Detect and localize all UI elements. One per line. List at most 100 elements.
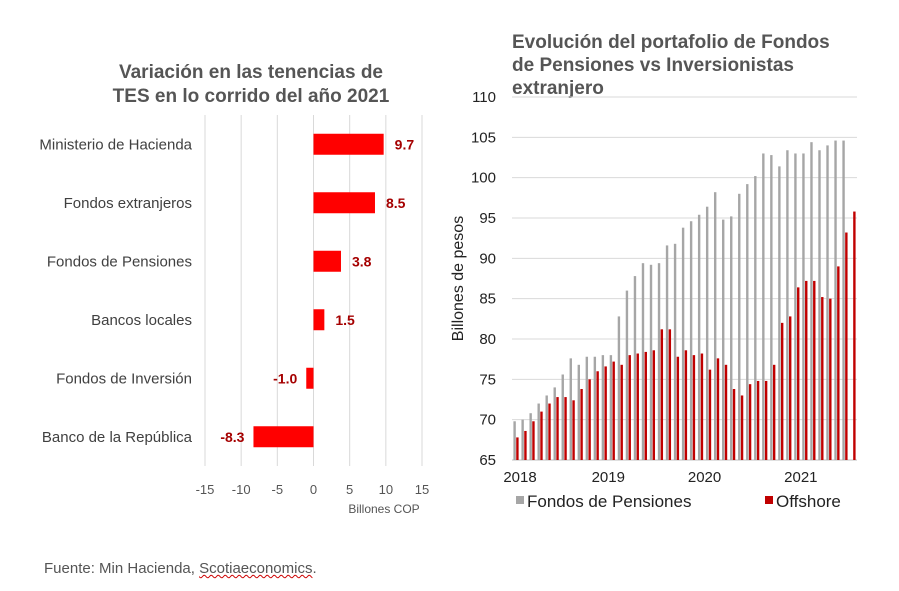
left-chart-title-line: TES en lo corrido del año 2021 — [113, 86, 390, 107]
offshore-bar — [756, 380, 760, 460]
offshore-bar — [652, 350, 656, 460]
pension-bar — [521, 419, 524, 460]
pension-bar — [537, 403, 540, 460]
left-x-axis-title: Billones COP — [348, 502, 419, 516]
left-bar — [313, 250, 341, 272]
offshore-bar — [700, 353, 704, 460]
left-value-label: -1.0 — [273, 370, 297, 386]
offshore-bar — [556, 397, 559, 460]
offshore-bar — [580, 389, 583, 460]
pension-bar — [633, 276, 637, 460]
pension-bar — [529, 413, 532, 460]
pension-bar — [617, 316, 621, 460]
right-x-tick-label: 2019 — [592, 469, 625, 486]
source-note: Fuente: Min Hacienda, Scotiaeconomics. — [44, 560, 317, 577]
offshore-bar — [676, 356, 680, 460]
pension-bar — [593, 356, 597, 460]
offshore-bar — [628, 355, 631, 460]
offshore-bar — [764, 380, 768, 460]
offshore-bar — [684, 350, 688, 460]
offshore-bar — [644, 351, 647, 460]
offshore-bar — [853, 211, 856, 460]
pension-bar — [513, 421, 516, 460]
right-y-tick-label: 85 — [479, 291, 496, 308]
pension-bar — [665, 245, 669, 460]
pension-bar — [673, 243, 677, 460]
pension-bar — [609, 355, 613, 460]
offshore-bar — [524, 430, 527, 460]
pension-bar — [561, 374, 564, 460]
offshore-bar — [813, 280, 816, 460]
pension-bar — [802, 153, 805, 460]
offshore-bar — [612, 361, 615, 460]
offshore-bar — [572, 400, 575, 460]
left-chart-title-line: Variación en las tenencias de — [119, 62, 383, 83]
offshore-bar — [821, 297, 824, 460]
pension-bar — [545, 395, 548, 460]
legend-label: Fondos de Pensiones — [527, 492, 691, 511]
left-x-tick-label: -10 — [232, 482, 251, 497]
left-bar — [313, 133, 384, 155]
left-x-tick-label: 0 — [310, 482, 317, 497]
pension-bar — [818, 150, 821, 461]
offshore-bar — [516, 437, 519, 460]
left-category-label: Fondos de Pensiones — [47, 253, 192, 270]
left-category-label: Bancos locales — [91, 312, 192, 329]
right-y-tick-label: 90 — [479, 250, 496, 267]
offshore-bar — [564, 397, 567, 460]
pension-bar — [738, 193, 741, 461]
pension-bar — [705, 206, 709, 460]
left-category-label: Fondos de Inversión — [56, 370, 192, 387]
pension-bar — [826, 145, 829, 460]
offshore-bar — [805, 280, 808, 460]
offshore-bar — [748, 384, 752, 460]
pension-bar — [770, 155, 773, 460]
pension-bar — [553, 387, 556, 460]
offshore-bar — [660, 329, 664, 460]
legend-swatch — [516, 496, 524, 504]
left-x-tick-label: -5 — [272, 482, 284, 497]
left-x-tick-label: 15 — [415, 482, 429, 497]
right-x-tick-label: 2021 — [784, 469, 817, 486]
offshore-bar — [740, 395, 744, 460]
right-y-tick-label: 100 — [471, 170, 496, 187]
offshore-bar — [540, 411, 543, 460]
right-chart-title-line: de Pensiones vs Inversionistas — [512, 55, 794, 76]
offshore-bar — [829, 298, 832, 460]
left-value-label: 1.5 — [335, 312, 355, 328]
left-x-tick-label: -15 — [196, 482, 215, 497]
right-chart-title-line: extranjero — [512, 78, 604, 99]
offshore-bar — [708, 369, 712, 460]
right-chart-title-line: Evolución del portafolio de Fondos — [512, 32, 830, 53]
left-category-label: Fondos extranjeros — [64, 195, 192, 212]
offshore-bar — [772, 364, 776, 460]
right-y-tick-label: 95 — [479, 210, 496, 227]
pension-bar — [689, 221, 693, 460]
offshore-bar — [837, 266, 840, 460]
left-bar — [253, 426, 314, 448]
offshore-bar — [548, 403, 551, 460]
left-bar — [313, 309, 325, 331]
offshore-bar — [668, 329, 672, 460]
pension-bar — [794, 153, 797, 460]
right-y-tick-label: 110 — [472, 89, 496, 106]
right-y-tick-label: 75 — [479, 371, 496, 388]
pension-bar — [778, 166, 781, 460]
left-bar — [306, 367, 314, 389]
left-value-label: -8.3 — [220, 429, 244, 445]
right-x-tick-label: 2020 — [688, 469, 721, 486]
pension-bar — [657, 263, 661, 460]
left-bar — [313, 192, 375, 214]
left-x-tick-label: 5 — [346, 482, 353, 497]
offshore-bar — [724, 364, 728, 460]
pension-bar — [625, 290, 629, 460]
legend-swatch — [765, 496, 773, 504]
left-value-label: 9.7 — [395, 136, 415, 152]
pension-bar — [754, 176, 757, 460]
offshore-bar — [789, 316, 792, 460]
offshore-bar — [620, 364, 623, 460]
pension-bar — [722, 219, 725, 460]
source-link[interactable]: Scotiaeconomics — [199, 560, 313, 577]
pension-bar — [834, 140, 837, 460]
